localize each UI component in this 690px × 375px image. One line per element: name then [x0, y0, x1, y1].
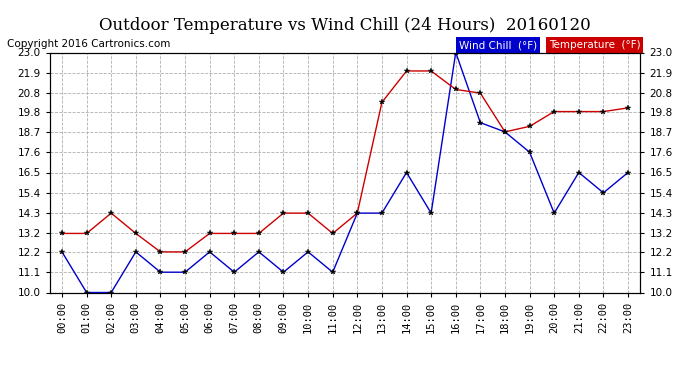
Text: Temperature  (°F): Temperature (°F) [549, 40, 640, 50]
Text: Outdoor Temperature vs Wind Chill (24 Hours)  20160120: Outdoor Temperature vs Wind Chill (24 Ho… [99, 17, 591, 34]
Text: Wind Chill  (°F): Wind Chill (°F) [459, 40, 537, 50]
Text: Copyright 2016 Cartronics.com: Copyright 2016 Cartronics.com [7, 39, 170, 50]
